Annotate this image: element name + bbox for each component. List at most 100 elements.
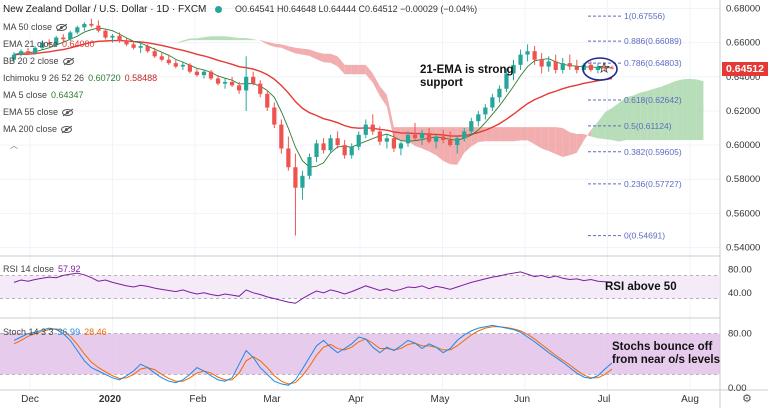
candle-body <box>222 81 228 84</box>
legend-ema55[interactable]: EMA 55 close <box>3 107 74 118</box>
cloud-segment <box>358 64 366 75</box>
cloud-segment <box>288 46 296 54</box>
candle-body <box>539 59 544 67</box>
candle-body <box>504 73 509 89</box>
cloud-segment <box>548 127 556 155</box>
candle-body <box>40 42 45 48</box>
cloud-segment <box>612 102 620 142</box>
candle-body <box>553 61 558 70</box>
legend-ma50[interactable]: MA 50 close <box>3 22 68 33</box>
rsi-pane: 80.00 40.00 <box>0 265 752 304</box>
legend-rsi[interactable]: RSI 14 close 57.92 <box>3 264 81 274</box>
legend-stoch[interactable]: Stoch 14 3 3 36.99 28.46 <box>3 327 107 337</box>
candle-body <box>152 51 157 57</box>
legend-ma5[interactable]: MA 5 close 0.64347 <box>3 90 84 100</box>
stoch-tick-label: 80.00 <box>728 329 752 340</box>
ichimoku-cloud <box>112 36 704 165</box>
cloud-segment <box>295 47 303 55</box>
legend-ema21[interactable]: EMA 21 close 0.64080 <box>3 39 95 49</box>
legend-ma200[interactable]: MA 200 close <box>3 124 73 135</box>
ma5-line <box>13 27 613 168</box>
candle-body <box>377 131 382 142</box>
candle-body <box>131 44 136 48</box>
cloud-segment <box>309 49 317 60</box>
price-axis[interactable]: 0.68000 0.66000 0.64000 0.62000 0.60000 0.580… <box>726 4 760 254</box>
legend-bb[interactable]: BB 20 2 close <box>3 56 74 67</box>
stoch-band <box>0 333 720 375</box>
cloud-segment <box>218 36 226 41</box>
stoch-tick-label: 0.00 <box>728 383 747 394</box>
candle-body <box>588 64 594 70</box>
candle-body <box>208 71 214 79</box>
rsi-annotation: RSI above 50 <box>605 281 677 293</box>
candle-body <box>398 143 404 149</box>
cloud-segment <box>513 127 521 142</box>
last-price-tag: 0.64512 <box>722 62 768 76</box>
candle-body <box>490 97 495 108</box>
cloud-segment <box>316 52 324 63</box>
eye-hidden-icon[interactable] <box>61 126 73 134</box>
cloud-segment <box>647 88 655 140</box>
rsi-tick-label: 40.00 <box>728 288 752 299</box>
star-marker <box>597 61 611 74</box>
cloud-segment <box>689 78 697 140</box>
price-tick-label: 0.68000 <box>726 4 760 15</box>
candle-body <box>412 134 418 139</box>
candle-body <box>342 145 347 156</box>
candle-body <box>61 37 66 40</box>
symbol-title[interactable]: New Zealand Dollar / U.S. Dollar · 1D · … <box>3 4 207 15</box>
stoch-annotation: Stochs bounce off from near o/s levels <box>612 341 721 366</box>
candle-body <box>349 146 354 156</box>
cloud-segment <box>661 84 669 140</box>
cloud-segment <box>640 90 648 140</box>
cloud-segment <box>189 38 197 41</box>
eye-hidden-icon[interactable] <box>62 109 74 117</box>
cloud-segment <box>527 127 535 145</box>
candle-body <box>187 64 192 72</box>
cloud-segment <box>583 130 591 141</box>
cloud-segment <box>386 94 394 140</box>
candle-body <box>419 133 425 139</box>
cloud-segment <box>302 48 310 56</box>
candle-body <box>244 76 249 91</box>
cloud-segment <box>182 38 190 42</box>
time-tick-label: Jul <box>598 394 611 405</box>
legend-ichimoku[interactable]: Ichimoku 9 26 52 26 0.60720 0.58488 <box>3 73 158 83</box>
time-axis[interactable]: Dec 2020 Feb Mar Apr May Jun Jul Aug ⚙ <box>21 392 752 405</box>
price-tick-label: 0.60000 <box>726 140 760 151</box>
candle-body <box>75 27 80 33</box>
candle-body <box>328 138 333 151</box>
cloud-segment <box>239 37 247 41</box>
eye-hidden-icon[interactable] <box>62 58 74 66</box>
candle-body <box>194 71 200 76</box>
candle-body <box>525 51 530 55</box>
candle-body <box>321 143 326 151</box>
candle-body <box>25 51 31 53</box>
price-tick-label: 0.62000 <box>726 106 760 117</box>
cloud-segment <box>274 43 282 48</box>
candle-body <box>567 63 572 67</box>
candle-body <box>103 30 108 38</box>
candle-body <box>54 37 59 45</box>
cloud-segment <box>393 127 401 140</box>
candle-body <box>124 40 129 45</box>
candle-body <box>89 23 94 26</box>
time-tick-label: Jun <box>514 394 530 405</box>
cloud-segment <box>654 86 662 140</box>
cloud-segment <box>330 53 338 67</box>
fib-label: 0.382(0.59605) <box>624 147 682 157</box>
candle-body <box>483 107 488 115</box>
cloud-segment <box>253 39 261 41</box>
fib-label: 0(0.54691) <box>624 231 665 241</box>
fib-label: 0.886(0.66089) <box>624 36 682 46</box>
candle-body <box>518 54 523 65</box>
cloud-segment <box>232 37 240 41</box>
eye-hidden-icon[interactable] <box>56 24 68 32</box>
cloud-segment <box>633 92 641 140</box>
cloud-segment <box>520 127 528 141</box>
cloud-segment <box>506 127 514 142</box>
rsi-tick-label: 80.00 <box>728 265 752 276</box>
cloud-segment <box>323 53 331 63</box>
collapse-chevron-icon[interactable]: ︿ <box>10 141 18 150</box>
